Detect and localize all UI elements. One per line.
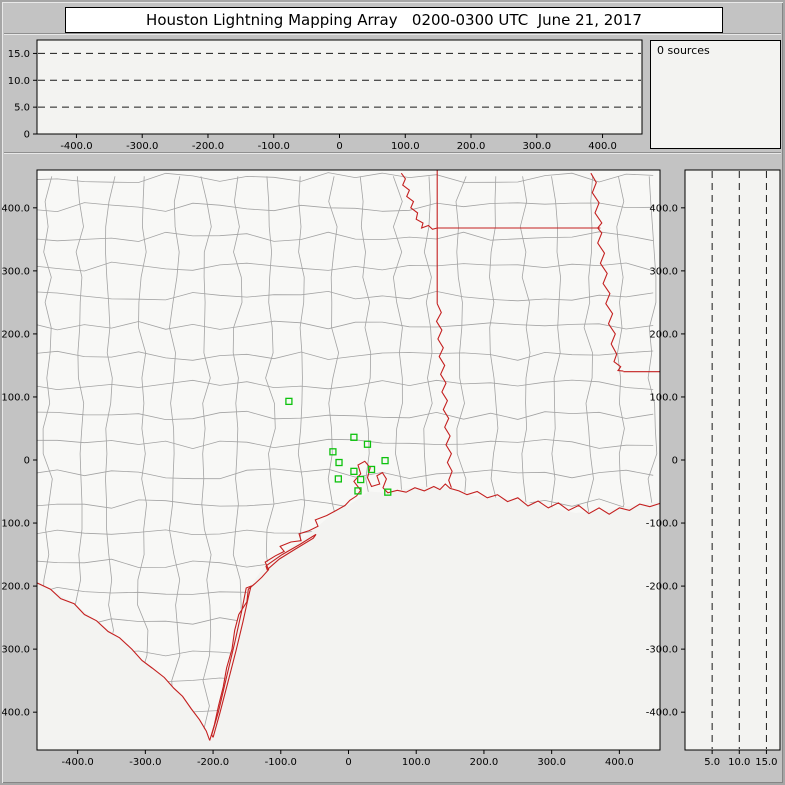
x-tick-label: 200.0 (470, 757, 499, 768)
x-tick-label: -200.0 (192, 141, 224, 152)
x-tick-label: 400.0 (605, 757, 634, 768)
plot-area-bg (36, 39, 643, 135)
x-tick-label: 400.0 (588, 141, 617, 152)
y-tick-label: 400.0 (649, 203, 678, 214)
y-tick-label: 10.0 (8, 76, 30, 87)
y-tick-label: -300.0 (2, 645, 30, 656)
x-tick-label: 0 (336, 141, 342, 152)
y-tick-label: -100.0 (646, 519, 678, 530)
altitude-vs-northsouth-panel[interactable]: 5.0 10.0 15.0 -400.0 -300.0 -200.0 -100.0 0 100.… (642, 155, 785, 785)
x-tick-label: 100.0 (402, 757, 431, 768)
altitude-vs-eastwest-panel[interactable]: -400.0 -300.0 -200.0 -100.0 0 100.0 200.0 300.0… (2, 32, 650, 157)
source-count-panel: 0 sources (650, 40, 781, 149)
y-tick-label: 0 (24, 456, 30, 467)
y-tick-label: -400.0 (2, 708, 30, 719)
y-tick-label: 200.0 (2, 329, 30, 340)
x-tick-label: 15.0 (755, 757, 777, 768)
y-tick-label: -300.0 (646, 645, 678, 656)
lma-station-marker (363, 440, 372, 448)
x-tick-label: 5.0 (704, 757, 720, 768)
x-tick-label: 0 (345, 757, 351, 768)
lma-station-marker (350, 467, 358, 475)
y-tick-label: 15.0 (8, 49, 30, 60)
lma-station-marker (329, 448, 337, 456)
y-tick-label: 0 (24, 130, 30, 141)
state-boundary-line (435, 303, 453, 488)
lma-station-marker (357, 475, 365, 484)
plan-view-map-panel[interactable]: -400.0 -300.0 -200.0 -100.0 0 100.0 200.0 300.0… (2, 155, 670, 785)
y-tick-label: 400.0 (2, 203, 30, 214)
lma-station-marker (350, 433, 358, 441)
x-tick-label: 300.0 (537, 757, 566, 768)
window-title: Houston Lightning Mapping Array 0200-030… (65, 7, 723, 33)
lma-station-marker (354, 487, 362, 495)
state-boundary-line (209, 460, 660, 741)
state-boundary-line (400, 172, 438, 230)
y-tick-label: -200.0 (2, 582, 30, 593)
x-tick-label: 100.0 (391, 141, 420, 152)
y-tick-label: 300.0 (2, 266, 30, 277)
y-tick-label: 0 (672, 456, 678, 467)
lma-station-marker (381, 456, 389, 465)
state-boundary-line (265, 533, 317, 571)
x-tick-label: -100.0 (258, 141, 290, 152)
plot-area-bg (684, 169, 781, 751)
source-count-label: 0 sources (657, 44, 710, 57)
section-divider-top (4, 33, 781, 35)
section-divider-main (4, 152, 781, 154)
x-tick-label: -400.0 (60, 141, 92, 152)
x-tick-label: 10.0 (728, 757, 750, 768)
x-tick-label: -300.0 (129, 757, 161, 768)
land-area (37, 170, 660, 741)
y-tick-label: -100.0 (2, 519, 30, 530)
lma-station-marker (285, 397, 293, 406)
x-tick-label: -400.0 (62, 757, 94, 768)
x-tick-label: -100.0 (265, 757, 297, 768)
state-boundary-line (590, 172, 624, 372)
x-tick-label: 200.0 (457, 141, 486, 152)
x-tick-label: -200.0 (197, 757, 229, 768)
lma-station-marker (334, 475, 342, 483)
y-tick-label: -200.0 (646, 582, 678, 593)
y-tick-label: 100.0 (649, 392, 678, 403)
y-tick-label: 5.0 (14, 103, 30, 114)
x-tick-label: 300.0 (522, 141, 551, 152)
state-boundary-line (37, 582, 211, 741)
lma-station-marker (367, 465, 376, 474)
lma-station-marker (335, 458, 343, 467)
lma-station-marker (384, 488, 392, 496)
y-tick-label: 200.0 (649, 329, 678, 340)
x-tick-label: -300.0 (126, 141, 158, 152)
y-tick-label: -400.0 (646, 708, 678, 719)
state-boundary-line (211, 585, 252, 738)
y-tick-label: 100.0 (2, 392, 30, 403)
y-tick-label: 300.0 (649, 266, 678, 277)
